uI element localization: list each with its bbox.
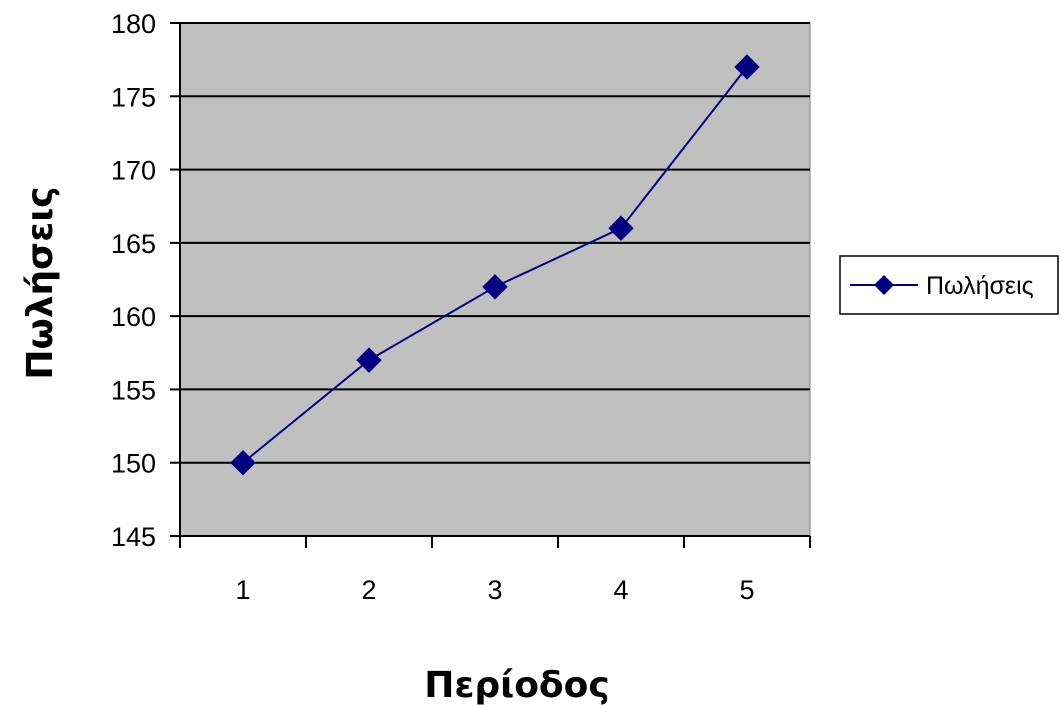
series-layer bbox=[230, 54, 760, 476]
x-tick-label: 1 bbox=[235, 575, 250, 605]
y-tick-label: 160 bbox=[111, 302, 156, 332]
y-tick-labels: 145 150 155 160 165 170 175 180 bbox=[111, 9, 156, 552]
x-tick-label: 2 bbox=[361, 575, 376, 605]
x-tick-label: 3 bbox=[487, 575, 502, 605]
y-axis-title: Πωλήσεις bbox=[20, 186, 61, 379]
data-point-marker bbox=[734, 54, 760, 80]
y-tick-label: 170 bbox=[111, 156, 156, 186]
x-tick-label: 5 bbox=[739, 575, 754, 605]
y-tick-label: 175 bbox=[111, 82, 156, 112]
x-axis-title: Περίοδος bbox=[424, 665, 610, 705]
gridlines bbox=[180, 22, 810, 464]
data-point-marker bbox=[230, 450, 256, 476]
y-tick-label: 145 bbox=[111, 522, 156, 552]
axes bbox=[170, 22, 811, 548]
x-tick-labels: 1 2 3 4 5 bbox=[235, 575, 754, 605]
y-tick-label: 165 bbox=[111, 229, 156, 259]
legend: Πωλήσεις bbox=[839, 255, 1059, 315]
legend-marker bbox=[874, 275, 894, 295]
y-tick-label: 180 bbox=[111, 9, 156, 39]
legend-label: Πωλήσεις bbox=[926, 272, 1034, 300]
data-point-marker bbox=[482, 274, 508, 300]
y-tick-label: 150 bbox=[111, 449, 156, 479]
data-point-marker bbox=[356, 347, 382, 373]
x-tick-label: 4 bbox=[613, 575, 628, 605]
data-point-marker bbox=[608, 215, 634, 241]
y-tick-label: 155 bbox=[111, 375, 156, 405]
